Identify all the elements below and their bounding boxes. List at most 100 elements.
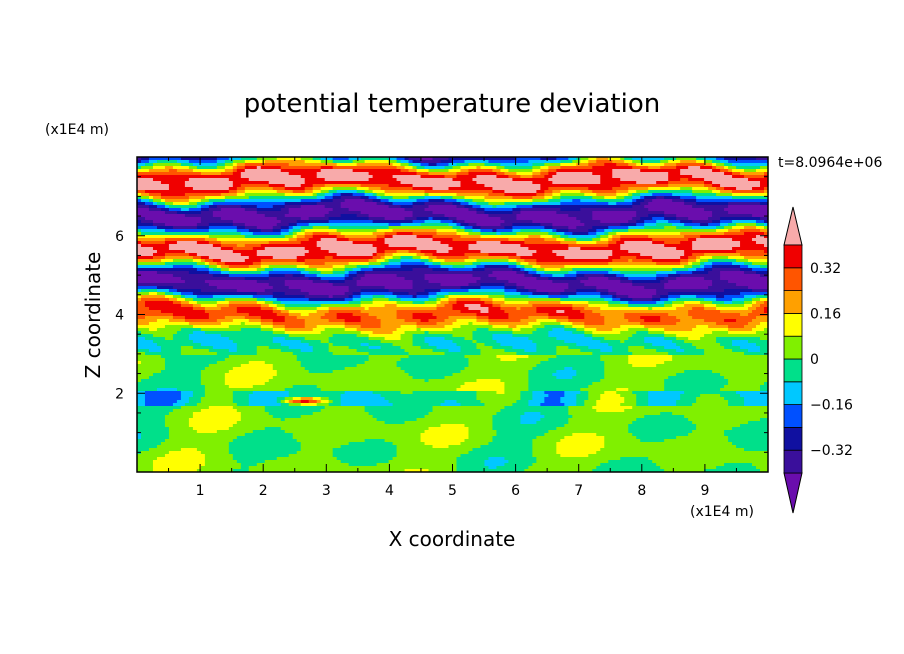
field-cell [692,307,705,311]
field-cell [424,253,434,257]
field-cell [224,196,250,200]
field-cell [676,307,693,311]
field-cell [368,307,438,311]
field-cell [284,337,306,341]
field-cell [644,199,653,203]
x-unit-label: (x1E4 m) [690,504,754,520]
field-cell [256,253,306,257]
field-cell [196,268,210,272]
field-cell [416,295,430,299]
field-cell [184,184,234,188]
field-cell [676,247,693,251]
field-cell [452,178,474,182]
field-cell [500,217,517,221]
field-cell [380,319,406,323]
field-cell [532,265,541,269]
field-cell [616,196,625,200]
field-cell [216,361,250,365]
field-cell [392,343,414,347]
field-cell [672,304,685,308]
field-cell [440,160,454,164]
field-cell [480,205,494,209]
field-cell [260,265,270,269]
field-cell [764,235,768,239]
field-cell [284,397,294,401]
field-cell [137,427,170,431]
field-cell [548,334,585,338]
field-cell [604,322,641,326]
field-cell [520,175,533,179]
field-cell [508,265,517,269]
field-cell [404,157,410,161]
field-cell [216,319,234,323]
field-cell [564,289,577,293]
field-cell [208,205,218,209]
field-cell [368,358,402,362]
field-cell [676,166,689,170]
field-cell [464,196,486,200]
field-cell [356,280,414,284]
field-cell [512,229,521,233]
field-cell [152,202,158,206]
field-cell [388,262,402,266]
field-cell [137,421,166,425]
field-cell [680,232,725,236]
field-cell [188,271,210,275]
field-cell [580,160,589,164]
field-cell [520,244,569,248]
field-cell [372,415,426,419]
field-cell [676,403,693,407]
field-cell [512,196,533,200]
field-cell [524,259,537,263]
field-cell [520,319,537,323]
field-cell [604,196,617,200]
field-cell [640,196,645,200]
field-cell [364,271,494,275]
field-cell [656,292,669,296]
field-cell [496,232,502,236]
field-cell [137,265,174,269]
field-cell [596,328,613,332]
field-cell [472,205,482,209]
field-cell [632,157,665,161]
field-cell [560,292,577,296]
field-cell [572,376,605,380]
field-cell [724,385,761,389]
field-cell [724,433,768,437]
field-cell [268,184,286,188]
field-cell [376,202,386,206]
field-cell [137,310,162,314]
field-cell [276,157,302,161]
field-cell [236,193,246,197]
field-cell [620,184,669,188]
field-cell [576,274,585,278]
field-cell [384,337,402,341]
field-cell [668,376,725,380]
field-cell [208,229,238,233]
field-cell [732,163,768,167]
field-cell [748,421,768,425]
field-cell [248,319,262,323]
field-cell [280,166,322,170]
field-cell [340,232,374,236]
field-cell [516,400,529,404]
field-cell [760,349,768,353]
field-cell [548,358,601,362]
field-cell [492,346,514,350]
field-cell [436,316,450,320]
field-cell [392,292,410,296]
field-cell [200,328,242,332]
field-cell [256,346,270,350]
field-cell [412,256,422,260]
field-cell [560,268,573,272]
field-cell [752,319,768,323]
field-cell [680,256,689,260]
field-cell [604,439,641,443]
field-cell [284,205,302,209]
field-cell [528,385,589,389]
field-cell [488,310,506,314]
field-cell [676,322,717,326]
field-cell [440,265,454,269]
field-cell [416,247,454,251]
field-cell [696,397,725,401]
